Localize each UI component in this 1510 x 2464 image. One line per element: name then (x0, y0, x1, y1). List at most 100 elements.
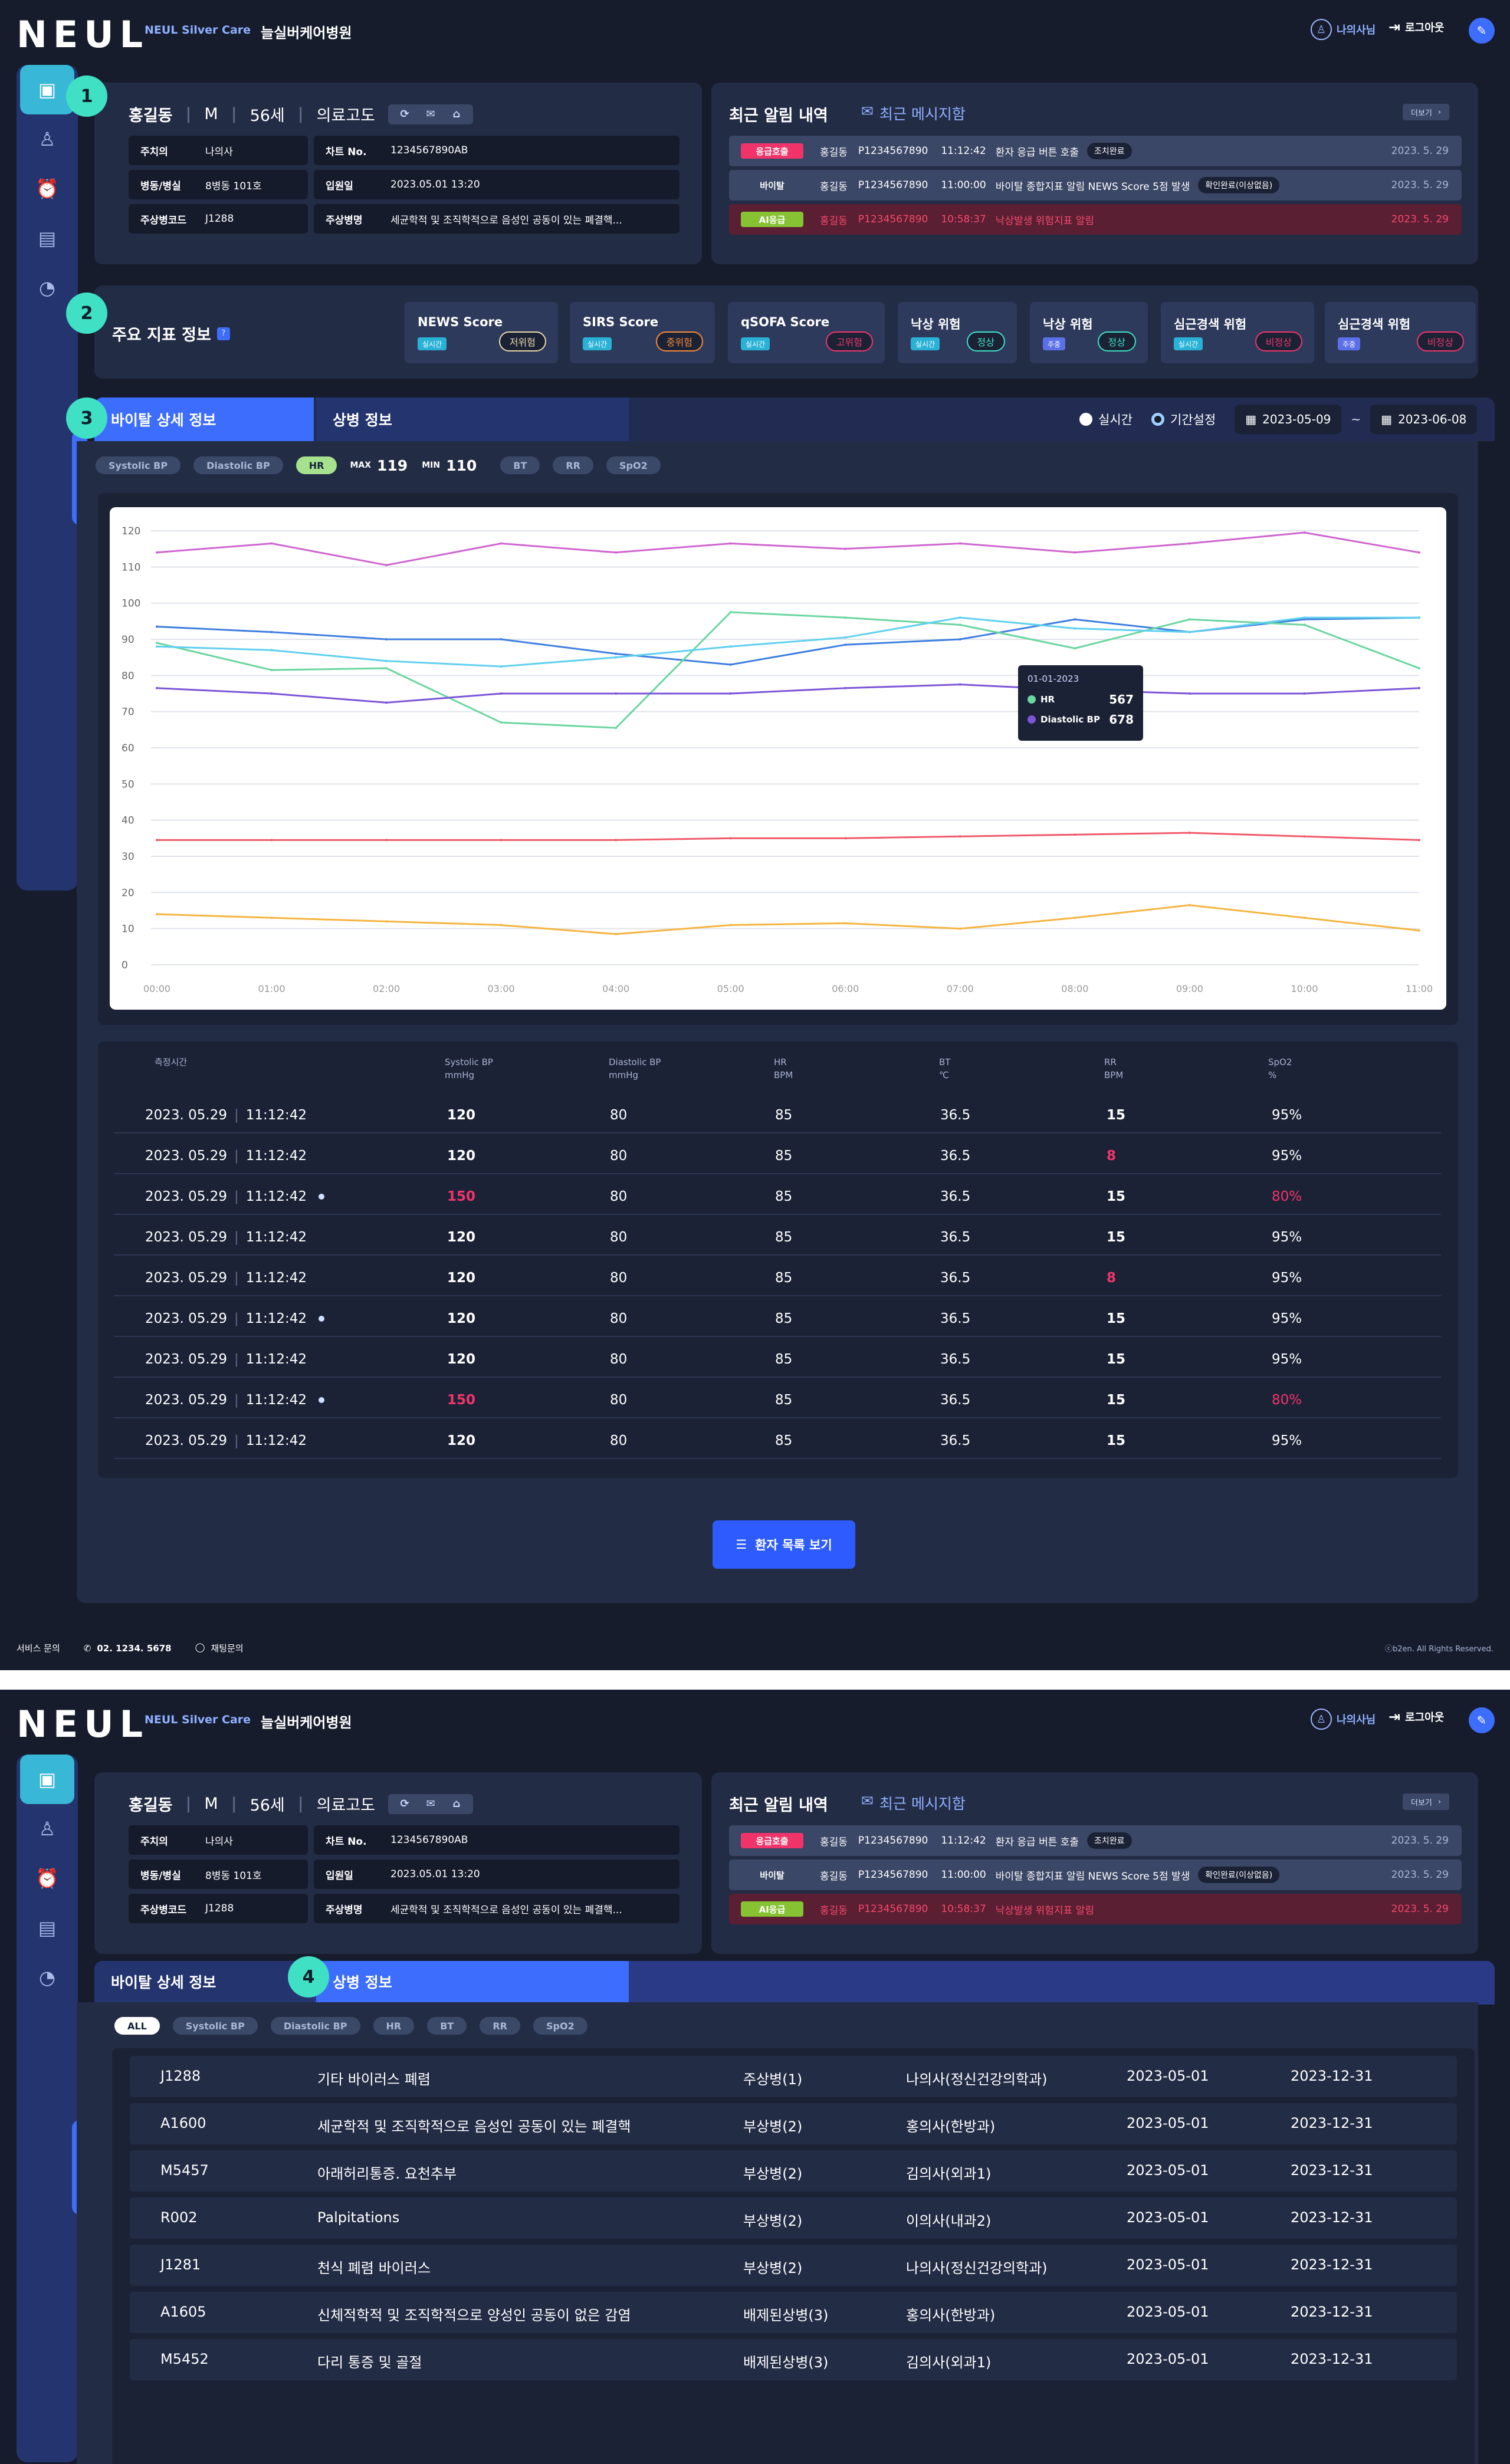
table-row[interactable]: J1281 천식 폐렴 바이러스 부상병(2) 나의사(정신건강의학과) 2023-05… (130, 2245, 1457, 2286)
sync-icon[interactable]: ⟳ (400, 108, 409, 120)
sidebar-book[interactable]: ▤ (20, 213, 74, 263)
table-row[interactable]: 2023. 05.29 | 11:12:42 150 80 85 36.5 15 80% (114, 1178, 1441, 1215)
table-row[interactable]: J1288 기타 바이러스 폐렴 주상병(1) 나의사(정신건강의학과) 2023-05… (130, 2056, 1457, 2097)
series-line-5[interactable] (157, 832, 1420, 841)
series-point[interactable] (1303, 616, 1306, 619)
series-point[interactable] (1303, 531, 1306, 534)
series-point[interactable] (385, 839, 388, 842)
series-point[interactable] (844, 547, 847, 550)
series-point[interactable] (270, 839, 273, 842)
series-point[interactable] (1074, 916, 1076, 919)
series-point[interactable] (500, 692, 503, 695)
edit-profile-button[interactable]: ✎ (1469, 18, 1495, 44)
series-point[interactable] (156, 686, 158, 689)
sidebar-monitor[interactable]: ▣ (20, 65, 74, 114)
series-point[interactable] (385, 701, 388, 704)
series-point[interactable] (844, 686, 847, 689)
bed-icon[interactable]: ⌂ (452, 108, 461, 120)
series-point[interactable] (1418, 667, 1420, 670)
series-point[interactable] (1074, 618, 1076, 621)
more-button[interactable]: 더보기 › (1403, 1793, 1450, 1810)
mail-icon[interactable]: ✉ (426, 1798, 435, 1810)
tab-disease[interactable]: 상병 정보 (316, 397, 629, 441)
series-point[interactable] (958, 638, 961, 640)
series-point[interactable] (270, 669, 273, 672)
filter-chip[interactable]: RR (480, 2017, 520, 2035)
series-point[interactable] (500, 721, 503, 724)
series-point[interactable] (156, 913, 158, 916)
series-point[interactable] (1303, 916, 1306, 919)
series-point[interactable] (270, 692, 273, 695)
radio-range[interactable]: 기간설정 (1151, 410, 1216, 428)
series-point[interactable] (958, 683, 961, 686)
series-point[interactable] (958, 623, 961, 626)
filter-chip[interactable]: Systolic BP (96, 456, 181, 474)
series-point[interactable] (270, 649, 273, 652)
user-menu[interactable]: ♙ 나의사님 (1311, 1709, 1376, 1730)
series-point[interactable] (844, 643, 847, 646)
series-point[interactable] (615, 551, 618, 554)
series-point[interactable] (1074, 833, 1076, 836)
series-line-3[interactable] (156, 684, 1420, 704)
table-row[interactable]: 2023. 05.29 | 11:12:42 120 80 85 36.5 15 95% (114, 1300, 1441, 1337)
table-row[interactable]: 2023. 05.29 | 11:12:42 120 80 85 36.5 8 95% (114, 1260, 1441, 1296)
series-point[interactable] (844, 616, 847, 619)
series-point[interactable] (500, 665, 503, 668)
series-point[interactable] (1303, 835, 1306, 838)
sync-icon[interactable]: ⟳ (400, 1798, 409, 1810)
table-row[interactable]: 2023. 05.29 | 11:12:42 120 80 85 36.5 15 95% (114, 1219, 1441, 1256)
series-point[interactable] (385, 920, 388, 923)
sidebar-alarm[interactable]: ⏰ (20, 164, 74, 213)
alert-row[interactable]: AI응급 홍길동 P1234567890 10:58:37 낙상발생 위험지표 알림 20… (729, 1894, 1462, 1924)
start-date-input[interactable]: ▦ 2023-05-09 (1235, 405, 1342, 434)
indicator-card[interactable]: 낙상 위험 주중 정상 (1030, 302, 1148, 363)
filter-chip[interactable]: Diastolic BP (270, 2017, 360, 2035)
end-date-input[interactable]: ▦ 2023-06-08 (1370, 405, 1478, 434)
series-point[interactable] (958, 835, 961, 838)
help-icon[interactable]: ? (216, 327, 230, 340)
mail-icon[interactable]: ✉ (426, 108, 435, 120)
filter-chip[interactable]: HR (296, 456, 337, 474)
series-point[interactable] (615, 727, 618, 730)
sidebar-monitor[interactable]: ▣ (20, 1755, 74, 1804)
patient-list-button[interactable]: ☰ 환자 목록 보기 (713, 1520, 855, 1569)
tab-vital[interactable]: 바이탈 상세 정보 (94, 1961, 314, 2002)
series-point[interactable] (958, 616, 961, 619)
series-point[interactable] (1418, 616, 1420, 619)
series-point[interactable] (1188, 692, 1191, 695)
table-row[interactable]: R002 Palpitations 부상병(2) 이의사(내과2) 2023-05-01… (130, 2197, 1457, 2239)
logout-button[interactable]: ⇥ 로그아웃 (1388, 19, 1444, 35)
series-point[interactable] (1303, 618, 1306, 621)
sidebar-care[interactable]: ♙ (20, 1804, 74, 1854)
bed-icon[interactable]: ⌂ (452, 1798, 461, 1810)
series-point[interactable] (844, 636, 847, 639)
sidebar-care[interactable]: ♙ (20, 114, 74, 164)
sidebar-book[interactable]: ▤ (20, 1903, 74, 1953)
series-line-6[interactable] (156, 904, 1420, 935)
series-point[interactable] (385, 564, 388, 567)
phone-link[interactable]: ✆ 02. 1234. 5678 (83, 1642, 172, 1654)
series-point[interactable] (1303, 623, 1306, 626)
table-row[interactable]: 2023. 05.29 | 11:12:42 120 80 85 36.5 15 95% (114, 1422, 1441, 1459)
user-menu[interactable]: ♙ 나의사님 (1311, 19, 1376, 40)
series-point[interactable] (1418, 686, 1420, 689)
series-point[interactable] (270, 630, 273, 633)
indicator-card[interactable]: NEWS Score 실시간 저위험 (405, 302, 558, 363)
series-point[interactable] (1188, 542, 1191, 545)
filter-chip[interactable]: Diastolic BP (193, 456, 283, 474)
series-point[interactable] (1074, 551, 1076, 554)
table-row[interactable]: A1600 세균학적 및 조직학적으로 음성인 공동이 있는 폐결핵 부상병(2) 홍… (130, 2103, 1457, 2144)
series-point[interactable] (270, 542, 273, 545)
series-line-2[interactable] (156, 611, 1420, 729)
chat-link[interactable]: ◯ 채팅문의 (195, 1642, 244, 1654)
series-point[interactable] (729, 692, 732, 695)
series-point[interactable] (1418, 839, 1420, 842)
indicator-card[interactable]: qSOFA Score 실시간 고위험 (728, 302, 885, 363)
series-point[interactable] (958, 927, 961, 930)
more-button[interactable]: 더보기 › (1403, 104, 1450, 120)
series-point[interactable] (615, 839, 618, 842)
filter-chip[interactable]: BT (500, 456, 540, 474)
filter-chip[interactable]: SpO2 (533, 2017, 587, 2035)
tab-vital[interactable]: 바이탈 상세 정보 (94, 397, 314, 441)
table-row[interactable]: 2023. 05.29 | 11:12:42 120 80 85 36.5 15 95% (114, 1341, 1441, 1378)
